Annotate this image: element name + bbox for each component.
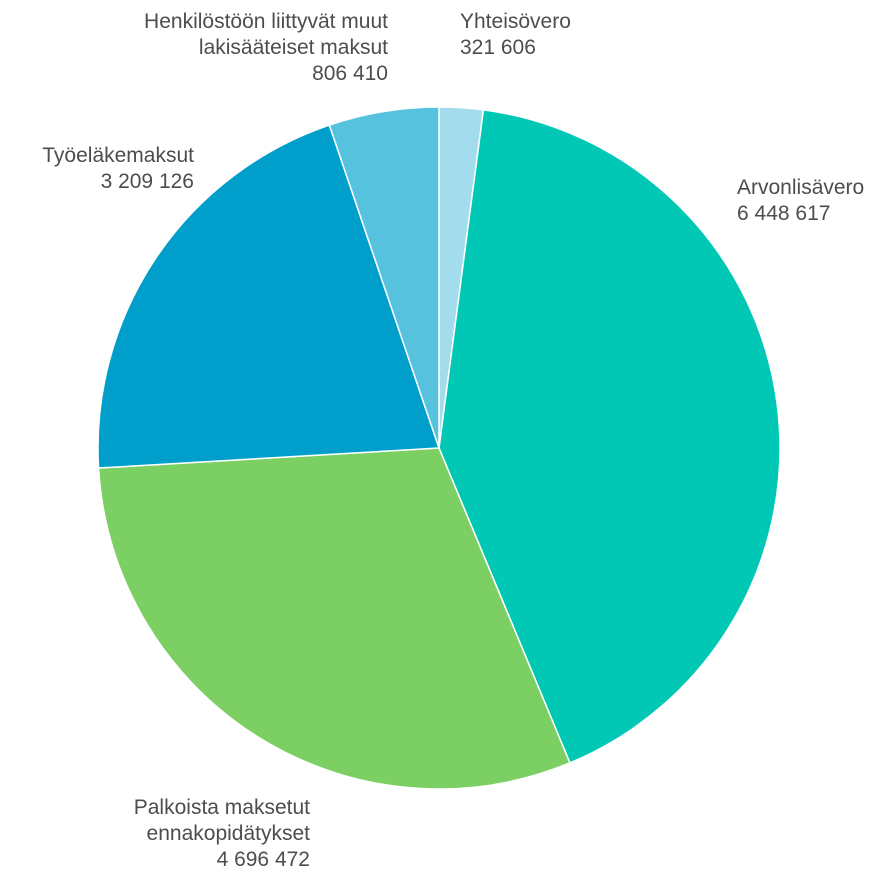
pie-category-label: Yhteisövero (460, 10, 571, 33)
pie-category-label: Arvonlisävero (737, 176, 864, 199)
pie-slice-henkilostoon-liittyvat-muut-lakisaateiset-maksut (328, 106, 440, 449)
pie-value-label: 4 696 472 (217, 848, 310, 871)
pie-value-label: 3 209 126 (101, 170, 194, 193)
pie-slice-palkoista-maksetut-ennakopidatykset (97, 447, 571, 790)
pie-label-yhteisovero: Yhteisövero 321 606 (460, 10, 571, 59)
pie-label-henkilostoon-liittyvat-muut-lakisaateiset-maksut: Henkilöstöön liittyvät muut lakisääteiset… (144, 10, 388, 85)
pie-label-palkoista-maksetut-ennakopidatykset: Palkoista maksetut ennakopidätykset 4 696 … (134, 796, 310, 871)
pie-slice-tyoelakemaksut (97, 124, 440, 469)
pie-value-label: 6 448 617 (737, 202, 830, 225)
pie-category-label: Henkilöstöön liittyvät muut (144, 10, 388, 33)
pie-slice-arvonlisavero (438, 109, 781, 764)
pie-slices (97, 106, 781, 790)
pie-value-label: 321 606 (460, 36, 536, 59)
pie-category-label: Työeläkemaksut (42, 144, 194, 167)
pie-label-tyoelakemaksut: Työeläkemaksut 3 209 126 (42, 144, 194, 193)
pie-value-label: 806 410 (312, 62, 388, 85)
pie-category-label: Palkoista maksetut (134, 796, 310, 819)
pie-category-label: lakisääteiset maksut (199, 36, 388, 59)
pie-label-arvonlisavero: Arvonlisävero 6 448 617 (737, 176, 864, 225)
pie-labels: Yhteisövero 321 606 Arvonlisävero 6 448 617… (42, 10, 864, 871)
pie-category-label: ennakopidätykset (147, 822, 311, 845)
